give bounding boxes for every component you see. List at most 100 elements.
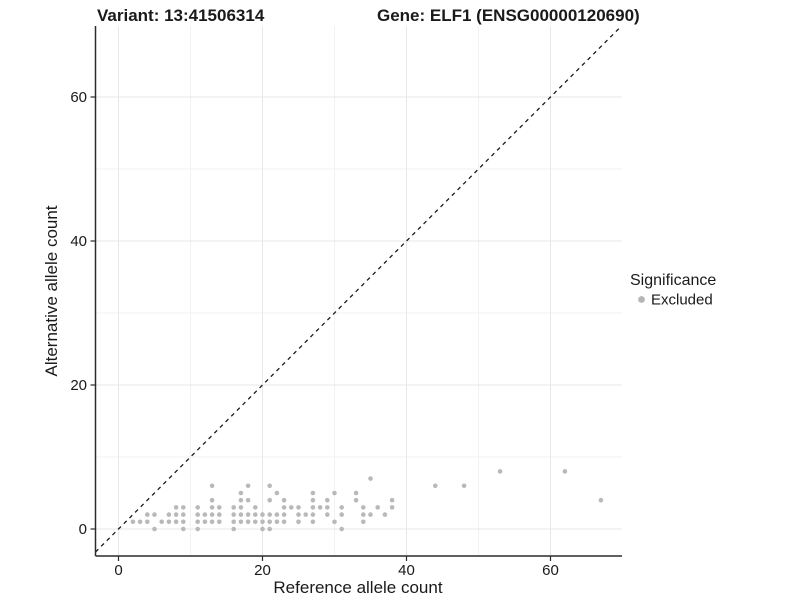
data-point xyxy=(274,519,280,525)
y-tick-label: 0 xyxy=(79,521,87,538)
data-point xyxy=(181,505,186,510)
data-point xyxy=(267,526,273,532)
data-point xyxy=(253,512,258,517)
data-point xyxy=(145,512,150,517)
data-point xyxy=(339,505,345,510)
data-point xyxy=(238,497,244,503)
data-point xyxy=(361,505,366,510)
data-point xyxy=(339,526,345,532)
legend-key-dot xyxy=(638,296,645,303)
data-point xyxy=(202,512,208,517)
data-point xyxy=(382,512,388,517)
data-point xyxy=(303,512,309,517)
identity-line xyxy=(95,25,622,553)
data-point xyxy=(209,483,215,489)
data-point xyxy=(310,497,316,503)
data-point xyxy=(253,505,258,510)
data-point xyxy=(281,512,287,517)
data-point xyxy=(461,483,467,489)
plot-title-gene: Gene: ELF1 (ENSG00000120690) xyxy=(377,6,640,25)
data-point xyxy=(238,505,244,510)
data-point xyxy=(245,519,251,525)
data-point xyxy=(296,505,301,510)
data-point xyxy=(368,476,373,481)
data-point xyxy=(289,505,294,510)
y-tick-label: 20 xyxy=(70,377,87,394)
data-point xyxy=(195,519,200,525)
legend-title: Significance xyxy=(630,272,716,289)
data-point xyxy=(325,512,330,517)
data-point xyxy=(260,512,265,517)
legend-item-label: Excluded xyxy=(651,292,713,309)
data-point xyxy=(497,469,503,474)
data-point xyxy=(173,519,179,525)
data-point xyxy=(231,519,236,525)
data-point xyxy=(260,526,265,532)
data-point xyxy=(166,519,172,525)
data-point xyxy=(166,512,172,517)
data-point xyxy=(267,497,273,503)
data-point xyxy=(130,519,136,525)
data-point xyxy=(332,519,337,525)
x-axis-title: Reference allele count xyxy=(273,578,442,597)
data-point xyxy=(152,526,157,532)
data-point xyxy=(195,512,200,517)
data-point xyxy=(195,505,200,510)
data-point xyxy=(310,519,316,525)
x-tick-label: 60 xyxy=(542,562,559,579)
data-point xyxy=(231,512,236,517)
scatter-points xyxy=(130,469,604,532)
data-point xyxy=(368,512,373,517)
data-point xyxy=(217,512,222,517)
data-point xyxy=(361,519,366,525)
data-point xyxy=(238,519,244,525)
data-point xyxy=(267,483,273,489)
data-point xyxy=(181,519,186,525)
plot-title-variant: Variant: 13:41506314 xyxy=(97,6,265,25)
data-point xyxy=(310,512,316,517)
data-point xyxy=(217,519,222,525)
data-point xyxy=(389,505,395,510)
x-tick-label: 0 xyxy=(114,562,122,579)
data-point xyxy=(145,519,150,525)
data-point xyxy=(173,512,179,517)
data-point xyxy=(209,519,215,525)
data-point xyxy=(181,526,186,532)
data-point xyxy=(202,519,208,525)
data-point xyxy=(325,505,330,510)
data-point xyxy=(209,497,215,503)
data-point xyxy=(353,497,359,503)
y-axis-title: Alternative allele count xyxy=(42,205,61,376)
data-point xyxy=(231,526,236,532)
data-point xyxy=(245,483,251,489)
data-point xyxy=(281,497,287,503)
data-point xyxy=(325,497,330,503)
legend: Significance Excluded xyxy=(630,272,716,309)
data-point xyxy=(159,519,164,525)
data-point xyxy=(317,505,323,510)
data-point xyxy=(195,526,200,532)
x-tick-label: 40 xyxy=(398,562,415,579)
x-tick-label: 20 xyxy=(254,562,271,579)
data-point xyxy=(209,512,215,517)
data-point xyxy=(137,519,143,525)
x-tick-labels: 0 20 40 60 xyxy=(114,562,559,579)
y-tick-label: 40 xyxy=(70,233,87,250)
data-point xyxy=(173,505,179,510)
data-point xyxy=(238,490,244,496)
data-point xyxy=(598,497,604,503)
data-point xyxy=(296,512,301,517)
data-point xyxy=(353,490,359,496)
data-point xyxy=(231,505,236,510)
data-point xyxy=(238,512,244,517)
data-point xyxy=(375,505,381,510)
data-point xyxy=(267,519,273,525)
data-point xyxy=(281,519,287,525)
data-point xyxy=(332,490,337,496)
data-point xyxy=(310,490,316,496)
data-point xyxy=(209,505,215,510)
data-point xyxy=(274,512,280,517)
data-point xyxy=(260,519,265,525)
